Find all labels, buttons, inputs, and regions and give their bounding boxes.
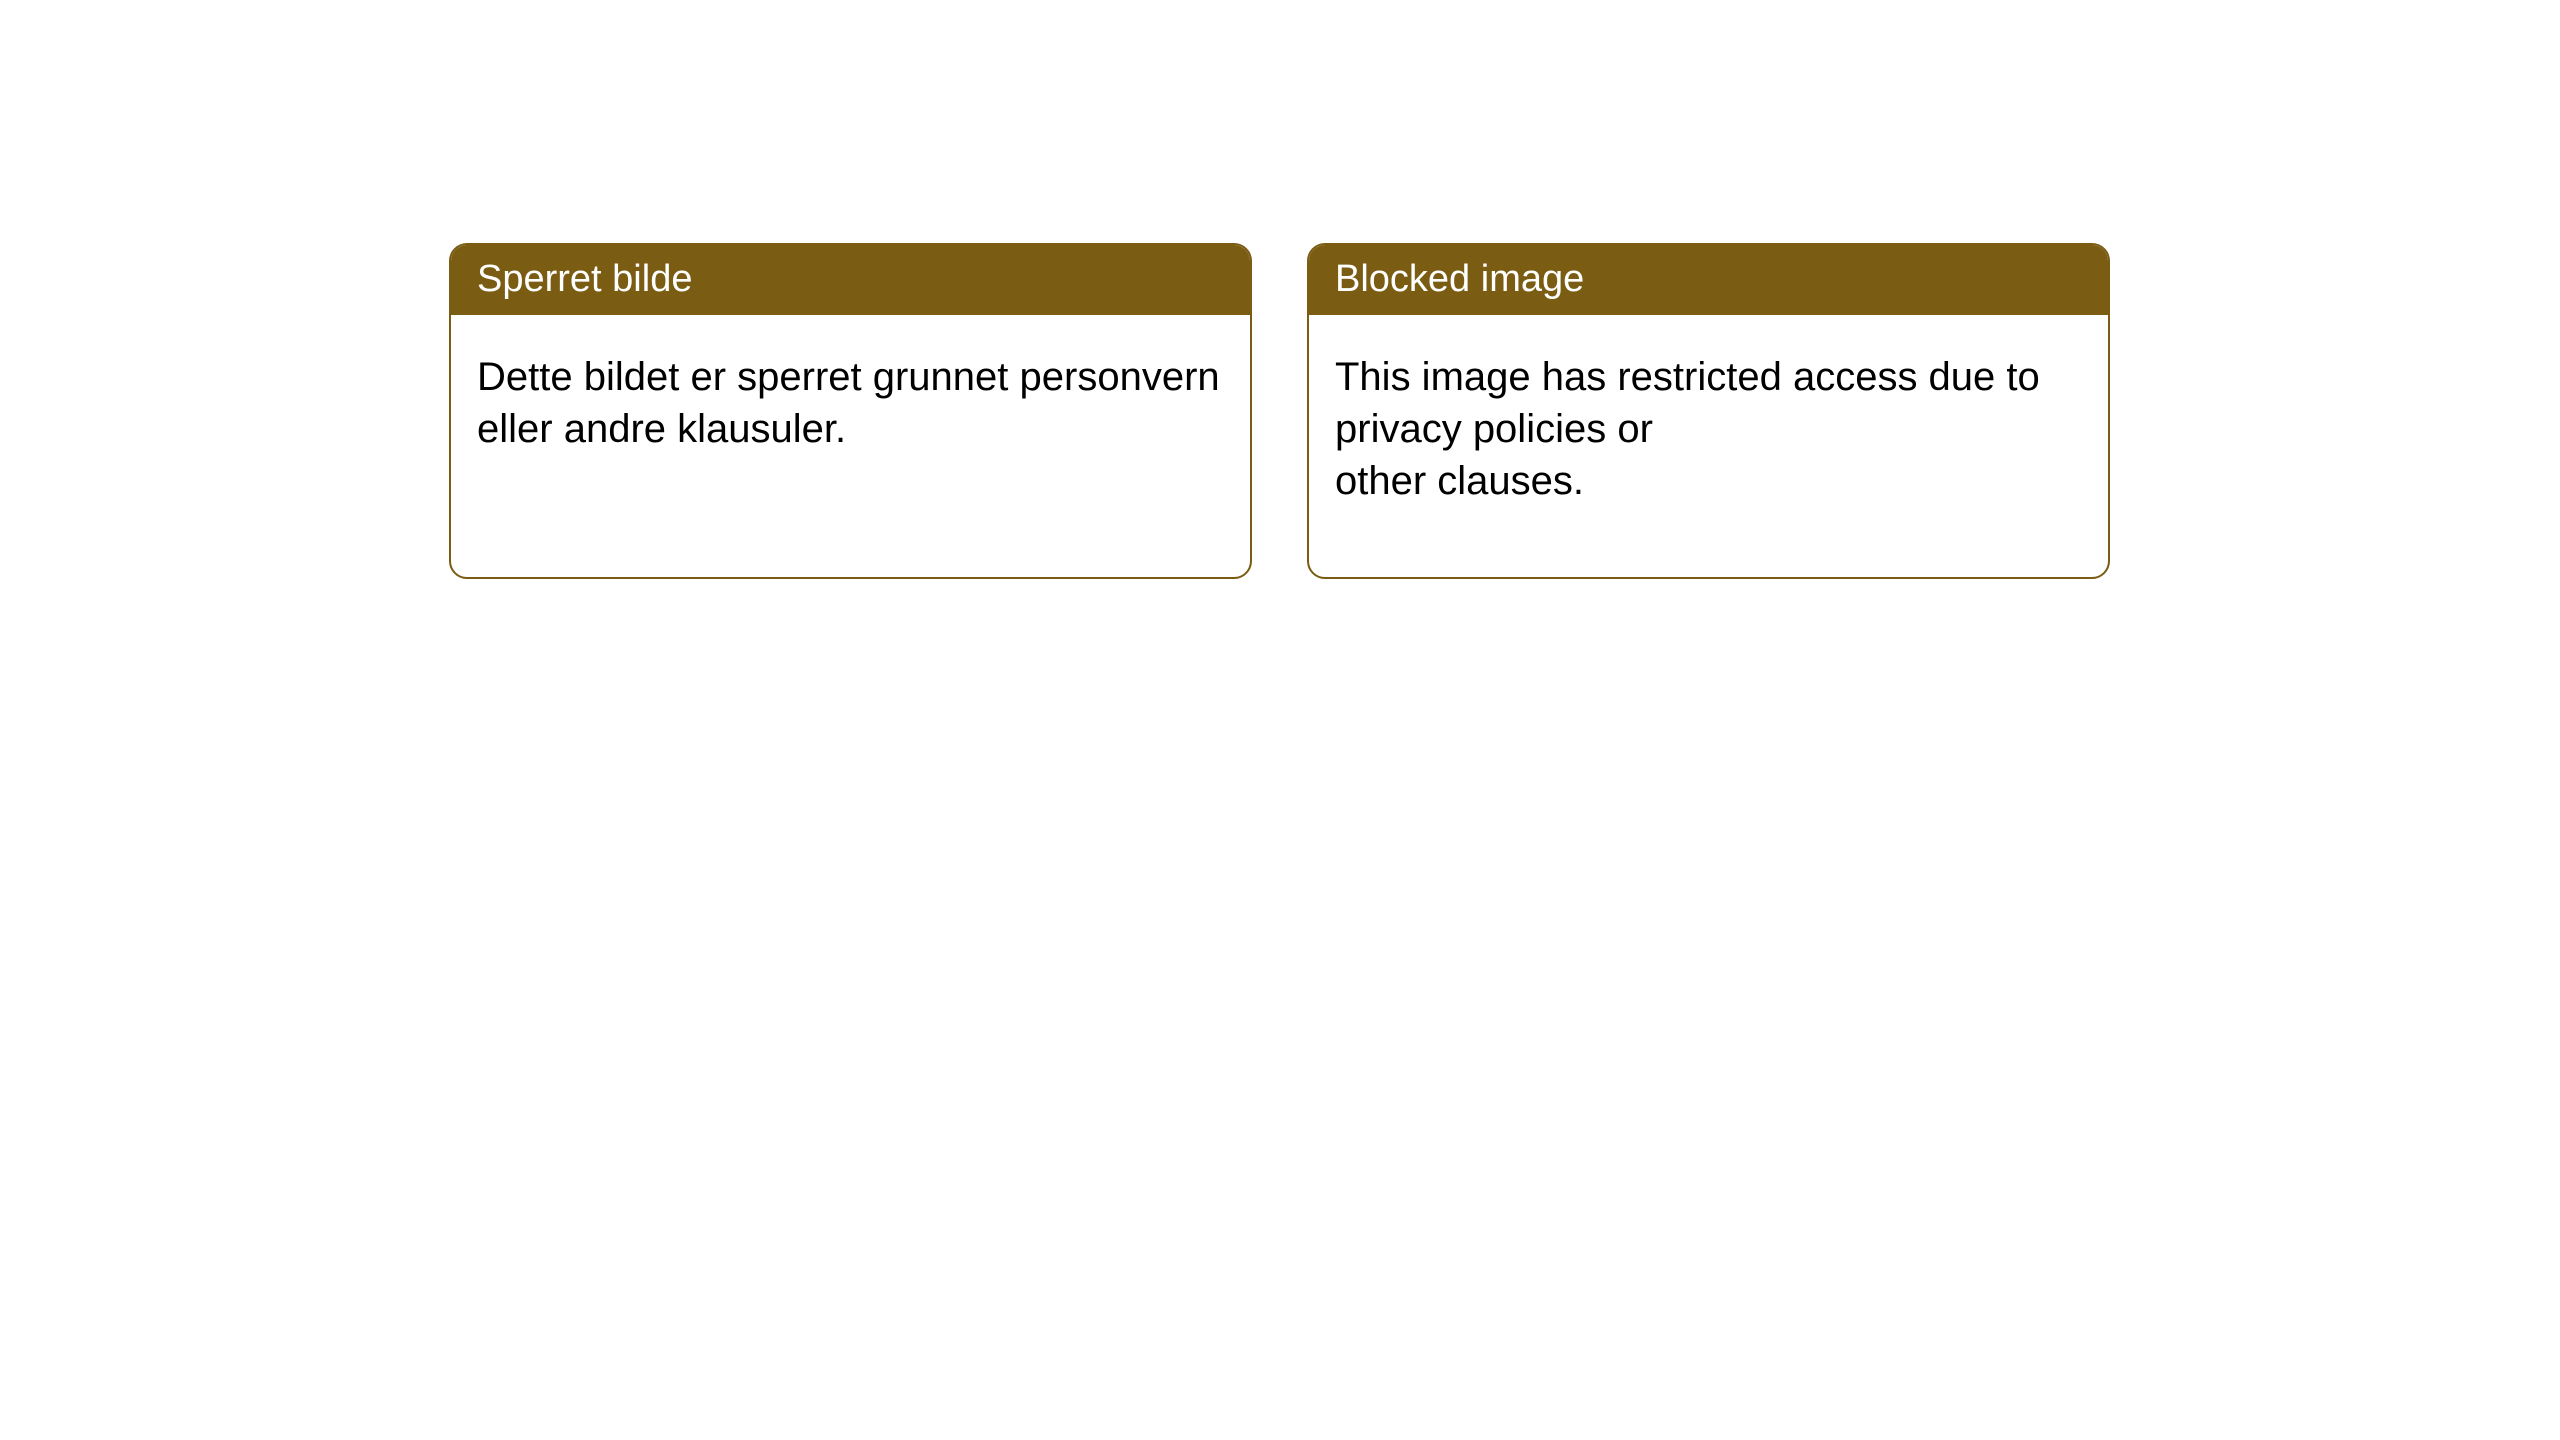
card-header: Blocked image: [1309, 245, 2108, 315]
notice-card-english: Blocked image This image has restricted …: [1307, 243, 2110, 579]
notice-card-norwegian: Sperret bilde Dette bildet er sperret gr…: [449, 243, 1252, 579]
card-body: This image has restricted access due to …: [1309, 315, 2108, 543]
notice-cards-container: Sperret bilde Dette bildet er sperret gr…: [449, 243, 2110, 579]
card-body: Dette bildet er sperret grunnet personve…: [451, 315, 1250, 491]
card-header: Sperret bilde: [451, 245, 1250, 315]
